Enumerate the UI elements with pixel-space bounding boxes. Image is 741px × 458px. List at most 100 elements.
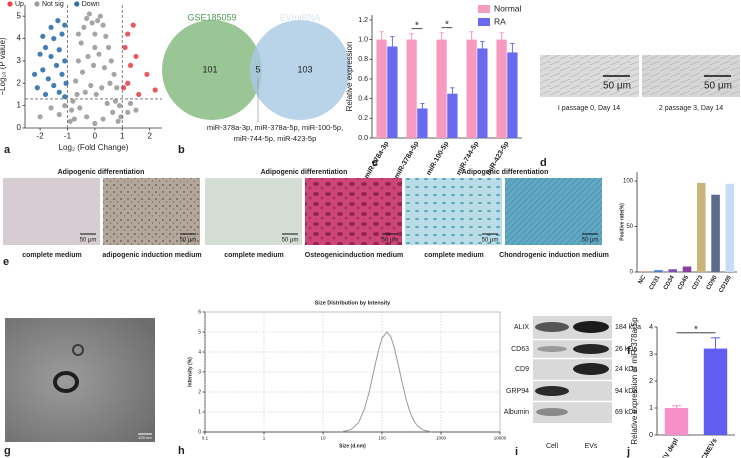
y-tick-label: 1.2 bbox=[358, 17, 368, 24]
point bbox=[48, 105, 54, 111]
y-tick-label: 3 bbox=[649, 351, 653, 358]
scale-bar-label: 50 μm bbox=[704, 81, 732, 92]
x-tick-label: -2 bbox=[37, 132, 45, 141]
point bbox=[118, 114, 124, 120]
bar bbox=[725, 183, 735, 272]
micrograph-texture bbox=[505, 178, 602, 245]
point bbox=[62, 58, 68, 64]
band bbox=[535, 386, 569, 396]
panel-label: j bbox=[626, 446, 630, 458]
y-tick-label: 4 bbox=[649, 324, 653, 331]
point bbox=[116, 103, 123, 109]
x-tick-label: CD90 bbox=[706, 274, 719, 291]
bar bbox=[376, 39, 387, 138]
y-axis-label: −Log₁₀ (P value) bbox=[0, 37, 7, 95]
band bbox=[537, 346, 567, 352]
point bbox=[122, 44, 128, 51]
y-axis-label: Intensity (%) bbox=[187, 357, 193, 387]
point bbox=[125, 31, 131, 37]
venn-count: 5 bbox=[255, 64, 260, 74]
point bbox=[59, 31, 65, 37]
bar bbox=[703, 348, 728, 435]
y-tick-label: 0 bbox=[630, 270, 634, 276]
bar bbox=[387, 46, 398, 138]
x-tick-label: 2 bbox=[147, 132, 152, 141]
point bbox=[115, 118, 121, 124]
vesicle bbox=[72, 344, 84, 356]
legend-label: RA bbox=[494, 16, 506, 26]
point bbox=[100, 22, 106, 28]
venn-count: 103 bbox=[297, 64, 312, 74]
point bbox=[63, 80, 69, 86]
band bbox=[536, 408, 568, 416]
band bbox=[573, 344, 609, 354]
significance-label: * bbox=[415, 20, 419, 31]
point bbox=[86, 11, 92, 17]
x-tick-label: CD73 bbox=[692, 274, 705, 291]
protein-size: 26 kDa bbox=[615, 346, 637, 353]
venn-items: miR-744-5p, miR-423-5p bbox=[234, 134, 317, 143]
point bbox=[48, 53, 54, 60]
legend-label: Down bbox=[82, 1, 100, 8]
panel-label: b bbox=[178, 144, 185, 156]
x-tick-label: miR-100-5p bbox=[425, 140, 450, 176]
point bbox=[85, 53, 91, 60]
y-tick-label: 2 bbox=[649, 378, 653, 385]
band bbox=[535, 322, 569, 332]
point bbox=[40, 33, 46, 39]
y-tick-label: 50 bbox=[626, 224, 633, 230]
venn-set bbox=[250, 20, 350, 120]
point bbox=[68, 107, 75, 113]
bar bbox=[664, 408, 689, 435]
x-tick-label: -1 bbox=[64, 132, 72, 141]
scale-bar-label: 50 μm bbox=[603, 81, 631, 92]
y-tick-label: 0 bbox=[198, 429, 201, 435]
bar bbox=[654, 270, 663, 272]
scale-bar-label: 50 μm bbox=[382, 238, 399, 244]
point bbox=[67, 118, 73, 124]
y-tick-label: 2 bbox=[17, 78, 22, 87]
panel-label: i bbox=[515, 446, 518, 458]
scale-bar-label: 50 μm bbox=[282, 238, 299, 244]
point bbox=[42, 91, 49, 98]
line bbox=[340, 331, 432, 433]
point bbox=[110, 109, 116, 115]
y-tick-label: 0 bbox=[649, 432, 653, 439]
point bbox=[107, 80, 113, 86]
x-tick-label: CD105 bbox=[718, 274, 733, 294]
legend-label: Normal bbox=[494, 3, 522, 13]
y-tick-label: 1 bbox=[198, 409, 201, 415]
venn-set-name: EVmiRNA bbox=[280, 12, 321, 22]
point bbox=[130, 22, 136, 28]
point bbox=[74, 91, 80, 98]
caption: complete medium bbox=[224, 252, 284, 259]
y-tick-label: 2 bbox=[198, 389, 201, 395]
y-tick-label: 4 bbox=[198, 349, 201, 355]
x-axis-label: Size (d.nm) bbox=[339, 443, 366, 449]
x-tick-label: 0.1 bbox=[202, 435, 209, 440]
panel-title: Adipogenic differentiation bbox=[462, 169, 549, 176]
chart-title: Size Distribution by Intensity bbox=[315, 300, 391, 306]
point bbox=[144, 71, 150, 77]
point bbox=[75, 58, 82, 64]
point bbox=[56, 111, 62, 118]
micrograph-texture bbox=[103, 178, 200, 245]
protein-size: 184 kDa bbox=[615, 324, 641, 331]
point bbox=[34, 85, 40, 91]
point bbox=[42, 44, 49, 51]
point bbox=[105, 44, 112, 51]
point bbox=[100, 116, 106, 122]
point bbox=[152, 87, 158, 93]
y-tick-label: 3 bbox=[198, 369, 201, 375]
protein-label: CD9 bbox=[515, 366, 529, 373]
point bbox=[73, 78, 79, 84]
caption: adipogenic induction medium bbox=[102, 252, 201, 259]
scale-bar-label: 50 μm bbox=[80, 238, 97, 244]
legend-swatch bbox=[7, 1, 13, 7]
legend-swatch bbox=[478, 5, 490, 13]
y-tick-label: 5 bbox=[198, 329, 201, 335]
point bbox=[92, 44, 98, 51]
panel-label: g bbox=[4, 445, 11, 457]
tem-image: 100 nm bbox=[5, 318, 155, 442]
point bbox=[125, 80, 131, 86]
